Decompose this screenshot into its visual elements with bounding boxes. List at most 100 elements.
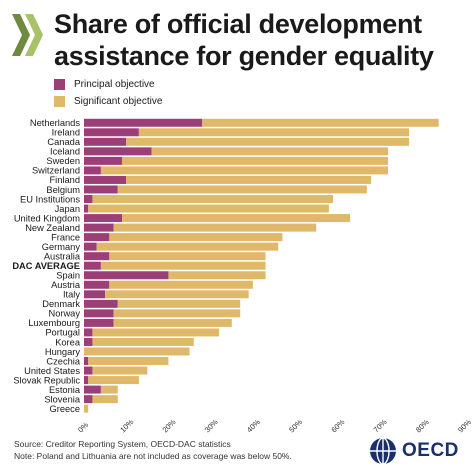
category-label-korea: Korea — [55, 337, 81, 347]
bar-france-significant — [109, 233, 283, 242]
bar-germany-significant — [96, 242, 279, 251]
bar-switzerland-significant — [100, 166, 388, 175]
globe-icon — [370, 437, 396, 465]
bar-norway-principal — [84, 309, 114, 318]
chart-title: Share of official development assistance… — [54, 8, 469, 72]
source-note: Source: Creditor Reporting System, OECD-… — [14, 439, 231, 449]
bar-united-states-significant — [92, 366, 148, 375]
x-tick-label-30: 30% — [203, 417, 220, 434]
x-tick-label-40: 40% — [245, 417, 262, 434]
category-label-ireland: Ireland — [52, 128, 80, 138]
x-tick-label-90: 90% — [456, 417, 473, 434]
oecd-logo: OECD — [368, 436, 459, 466]
category-label-luxembourg: Luxembourg — [28, 318, 80, 328]
x-tick-label-50: 50% — [287, 417, 304, 434]
bar-dac-average-significant — [100, 261, 266, 270]
x-tick-label-20: 20% — [160, 417, 177, 434]
bar-australia-significant — [109, 252, 266, 261]
category-label-greece: Greece — [50, 404, 81, 414]
category-label-portugal: Portugal — [45, 328, 80, 338]
bar-slovak-republic-significant — [88, 376, 139, 385]
bar-portugal-principal — [84, 328, 93, 337]
legend-label-significant: Significant objective — [74, 96, 163, 107]
legend-item-significant: Significant objective — [54, 93, 162, 110]
legend: Principal objective Significant objectiv… — [54, 76, 162, 110]
bar-ireland-principal — [84, 128, 139, 137]
category-label-new-zealand: New Zealand — [25, 223, 80, 233]
bar-germany-principal — [84, 242, 97, 251]
bar-netherlands-principal — [84, 118, 203, 127]
category-label-belgium: Belgium — [46, 185, 80, 195]
bar-iceland-principal — [84, 147, 152, 156]
chart-title-line2: assistance for gender equality — [54, 41, 434, 71]
x-tick-label-0: 0% — [76, 420, 90, 434]
category-label-france: France — [51, 232, 80, 242]
bar-denmark-significant — [117, 299, 241, 308]
bar-japan-principal — [84, 204, 89, 213]
bar-japan-significant — [88, 204, 329, 213]
bar-spain-significant — [168, 271, 266, 280]
bar-slovenia-principal — [84, 395, 93, 404]
bar-belgium-principal — [84, 185, 118, 194]
bar-luxembourg-principal — [84, 318, 114, 327]
bar-czechia-principal — [84, 357, 89, 366]
chart-title-line1: Share of official development — [54, 9, 422, 39]
oecd-logo-text: OECD — [402, 440, 459, 461]
category-label-canada: Canada — [47, 137, 80, 147]
bar-united-states-principal — [84, 366, 93, 375]
category-label-denmark: Denmark — [42, 299, 80, 309]
category-label-finland: Finland — [50, 175, 81, 185]
bar-slovenia-significant — [92, 395, 118, 404]
bar-switzerland-principal — [84, 166, 101, 175]
bar-italy-principal — [84, 290, 106, 299]
oecd-chevron-icon — [12, 14, 43, 56]
category-label-hungary: Hungary — [45, 347, 80, 357]
bar-netherlands-significant — [202, 118, 439, 127]
bar-eu-institutions-significant — [92, 195, 334, 204]
category-label-czechia: Czechia — [46, 356, 80, 366]
bar-korea-principal — [84, 337, 93, 346]
coverage-note: Note: Poland and Lithuania are not inclu… — [14, 451, 292, 461]
bar-austria-significant — [109, 280, 253, 289]
x-tick-label-70: 70% — [372, 417, 389, 434]
category-label-japan: Japan — [55, 204, 80, 214]
bar-italy-significant — [105, 290, 249, 299]
bar-estonia-significant — [100, 385, 118, 394]
bar-new-zealand-principal — [84, 223, 114, 232]
legend-swatch-principal — [54, 79, 65, 90]
category-label-norway: Norway — [48, 309, 80, 319]
bar-portugal-significant — [92, 328, 220, 337]
bar-united-kingdom-significant — [122, 214, 350, 223]
bar-dac-average-principal — [84, 261, 101, 270]
category-label-netherlands: Netherlands — [30, 118, 80, 128]
bar-canada-significant — [126, 137, 410, 146]
bar-luxembourg-significant — [113, 318, 232, 327]
legend-label-principal: Principal objective — [74, 79, 155, 90]
bar-denmark-principal — [84, 299, 118, 308]
footer: Source: Creditor Reporting System, OECD-… — [14, 438, 292, 462]
bar-korea-significant — [92, 337, 194, 346]
bar-canada-principal — [84, 137, 127, 146]
bar-iceland-significant — [151, 147, 388, 156]
category-label-united-kingdom: United Kingdom — [14, 213, 80, 223]
bar-norway-significant — [113, 309, 241, 318]
x-tick-label-60: 60% — [329, 417, 346, 434]
category-label-estonia: Estonia — [49, 385, 81, 395]
bar-belgium-significant — [117, 185, 367, 194]
category-label-slovak-republic: Slovak Republic — [13, 375, 80, 385]
category-label-sweden: Sweden — [46, 156, 80, 166]
category-label-switzerland: Switzerland — [32, 166, 80, 176]
bar-austria-principal — [84, 280, 110, 289]
category-label-austria: Austria — [51, 280, 81, 290]
category-label-slovenia: Slovenia — [44, 394, 80, 404]
category-label-italy: Italy — [63, 290, 80, 300]
bar-estonia-principal — [84, 385, 101, 394]
x-tick-label-80: 80% — [414, 417, 431, 434]
category-label-dac-average: DAC AVERAGE — [12, 261, 80, 271]
bar-finland-significant — [126, 175, 372, 184]
bar-new-zealand-significant — [113, 223, 317, 232]
bar-czechia-significant — [88, 357, 169, 366]
bar-eu-institutions-principal — [84, 195, 93, 204]
category-label-iceland: Iceland — [50, 147, 80, 157]
category-label-united-states: United States — [24, 366, 80, 376]
